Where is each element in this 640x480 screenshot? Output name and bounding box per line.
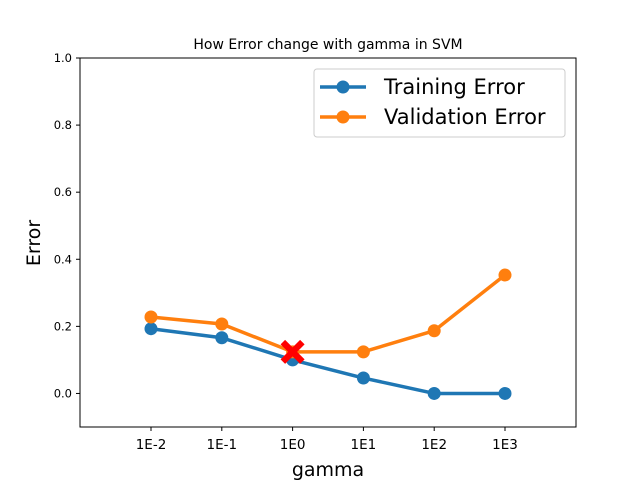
data-point <box>215 317 229 331</box>
x-tick-label: 1E0 <box>280 437 306 453</box>
data-point <box>215 331 229 345</box>
legend-label: Validation Error <box>384 105 546 129</box>
legend-marker <box>336 110 350 124</box>
x-tick-label: 1E2 <box>421 437 447 453</box>
y-tick-label: 0.4 <box>54 252 72 266</box>
x-tick-label: 1E-2 <box>136 437 167 453</box>
y-tick-label: 0.0 <box>54 386 72 400</box>
best-gamma-marker <box>280 339 305 364</box>
data-point <box>498 386 512 400</box>
data-point <box>427 324 441 338</box>
data-point <box>356 345 370 359</box>
data-point <box>498 268 512 282</box>
data-point <box>144 310 158 324</box>
x-axis-label: gamma <box>292 459 364 480</box>
plot-area: 0.0 0.2 0.4 0.6 0.8 1.0 1E-2 1E-1 1E0 1E1 1E2 1E3 <box>54 51 518 453</box>
y-tick-label: 0.8 <box>54 118 72 132</box>
x-tick-label: 1E3 <box>492 437 518 453</box>
chart-title: How Error change with gamma in SVM <box>193 37 462 53</box>
y-axis-label: Error <box>23 220 45 267</box>
data-point <box>356 371 370 385</box>
data-point <box>144 322 158 336</box>
series-line-0 <box>150 326 505 396</box>
legend: Training Error Validation Error <box>313 68 566 138</box>
x-tick-label: 1E-1 <box>207 437 238 453</box>
legend-box <box>313 68 566 138</box>
data-point <box>427 386 441 400</box>
x-tick-label: 1E1 <box>351 437 377 453</box>
series-line-1 <box>150 273 507 354</box>
plot-frame <box>79 57 577 428</box>
y-tick-label: 0.6 <box>54 185 72 199</box>
legend-marker <box>336 80 350 94</box>
y-tick-label: 1.0 <box>54 51 72 65</box>
y-tick-label: 0.2 <box>54 319 72 333</box>
legend-label: Training Error <box>383 75 525 99</box>
